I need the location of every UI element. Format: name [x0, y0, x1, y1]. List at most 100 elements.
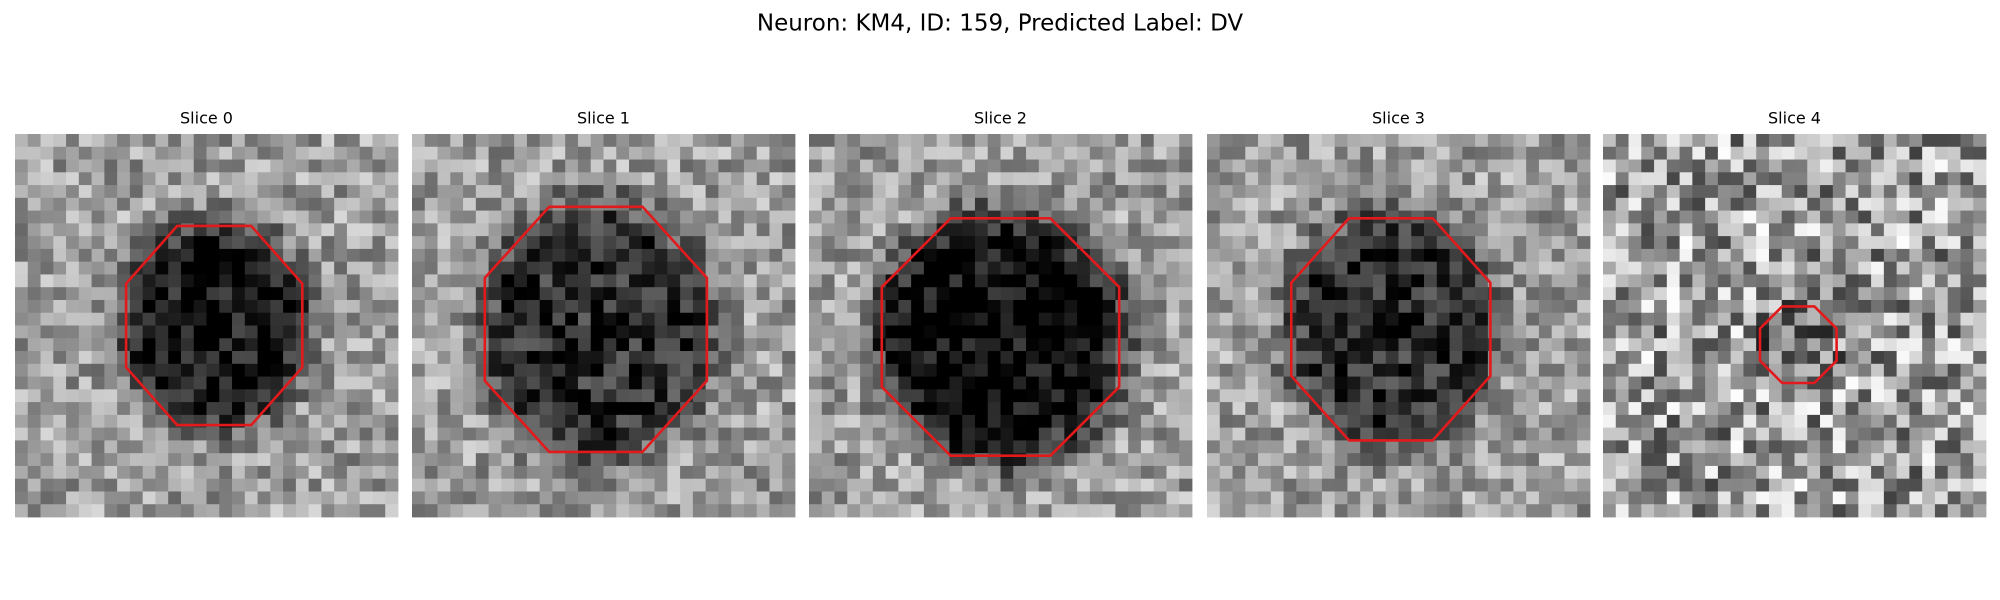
pixel [1128, 197, 1142, 211]
pixel [91, 261, 105, 275]
pixel [1730, 338, 1744, 352]
pixel [1654, 172, 1668, 186]
pixel [450, 172, 464, 186]
pixel [40, 210, 54, 224]
pixel [372, 363, 386, 377]
pixel [1334, 261, 1348, 275]
pixel [1140, 440, 1155, 454]
pixel [1026, 389, 1040, 403]
pixel [1628, 248, 1642, 263]
pixel [1743, 172, 1757, 186]
pixel [1347, 478, 1361, 492]
pixel [1730, 159, 1744, 173]
pixel [629, 159, 643, 173]
pixel [257, 389, 271, 403]
pixel [872, 172, 886, 186]
pixel [1500, 261, 1514, 275]
pixel [1102, 338, 1116, 352]
pixel [680, 427, 694, 441]
pixel [385, 159, 399, 173]
pixel [1654, 478, 1668, 492]
pixel [40, 465, 54, 480]
pixel [206, 338, 220, 352]
pixel [1526, 351, 1540, 365]
pixel [244, 287, 258, 301]
pixel [1398, 504, 1412, 518]
pixel [514, 172, 528, 186]
pixel [501, 465, 515, 480]
pixel [412, 427, 426, 441]
pixel [1896, 491, 1910, 505]
pixel [232, 248, 246, 263]
pixel [1896, 338, 1910, 352]
pixel [117, 427, 131, 441]
pixel [872, 402, 886, 416]
pixel [1245, 274, 1259, 288]
pixel [1960, 134, 1974, 148]
pixel [1883, 325, 1898, 339]
pixel [1334, 312, 1348, 326]
pixel [1360, 402, 1374, 416]
pixel [1615, 223, 1629, 237]
pixel [129, 504, 144, 518]
pixel [1666, 414, 1680, 429]
pixel [91, 172, 105, 186]
pixel [1026, 440, 1040, 454]
pixel [1654, 236, 1668, 250]
pixel [1245, 197, 1259, 211]
pixel [654, 465, 668, 480]
pixel [860, 172, 874, 186]
pixel [244, 504, 258, 518]
pixel [359, 248, 373, 263]
pixel [1385, 338, 1399, 352]
pixel [1820, 274, 1834, 288]
pixel [705, 223, 719, 237]
pixel [295, 440, 310, 454]
pixel [117, 325, 131, 339]
pixel [641, 261, 655, 275]
pixel [1436, 197, 1450, 211]
pixel [66, 210, 80, 224]
pixel [27, 274, 41, 288]
pixel [1615, 338, 1629, 352]
pixel [1513, 197, 1527, 211]
pixel [1283, 159, 1297, 173]
pixel [1334, 223, 1348, 237]
pixel [821, 236, 835, 250]
pixel [1858, 427, 1872, 441]
pixel [743, 312, 758, 326]
pixel [1013, 146, 1027, 160]
pixel [232, 325, 246, 339]
pixel [15, 134, 29, 148]
pixel [142, 134, 156, 148]
pixel [821, 261, 835, 275]
pixel [1973, 274, 1987, 288]
pixel [743, 478, 758, 492]
pixel [756, 402, 770, 416]
pixel [1717, 427, 1732, 441]
pixel [872, 248, 886, 263]
pixel [206, 376, 220, 390]
pixel [782, 223, 796, 237]
pixel [782, 210, 796, 224]
pixel [1883, 440, 1898, 454]
pixel [1219, 465, 1233, 480]
pixel [885, 197, 899, 211]
pixel [15, 427, 29, 441]
pixel [385, 402, 399, 416]
pixel [1551, 351, 1565, 365]
pixel [1372, 287, 1387, 301]
pixel [91, 299, 105, 314]
pixel [155, 491, 169, 505]
pixel [1883, 338, 1898, 352]
pixel [1385, 197, 1399, 211]
pixel [1934, 146, 1949, 160]
pixel [283, 325, 297, 339]
pixel [450, 376, 464, 390]
pixel [104, 440, 118, 454]
pixel [424, 453, 438, 467]
pixel [1077, 185, 1091, 199]
pixel [1334, 159, 1348, 173]
pixel [1743, 351, 1757, 365]
pixel [488, 440, 502, 454]
